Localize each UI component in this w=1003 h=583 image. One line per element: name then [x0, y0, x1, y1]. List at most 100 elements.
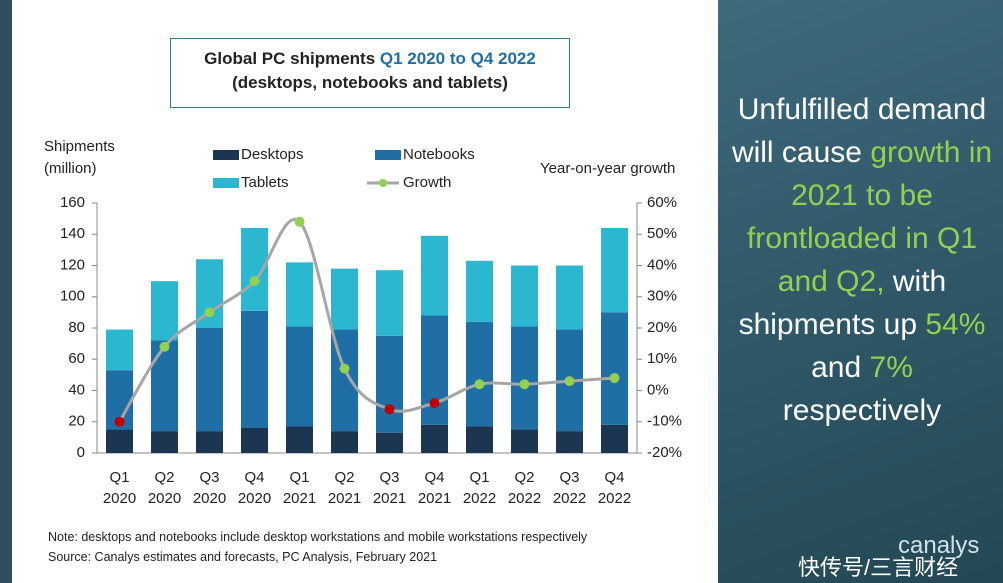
bar-segment [601, 424, 628, 453]
bar-segment [511, 429, 538, 453]
bar-segment [331, 268, 358, 330]
side-text-segment: Unfulfilled demand will cause [731, 93, 995, 169]
growth-point [474, 379, 485, 390]
chart-panel: Global PC shipments Q1 2020 to Q4 2022 (d… [44, 38, 676, 564]
bar-segment [421, 235, 448, 316]
logo: canalys [898, 532, 980, 559]
chart-subtitle: (desktops, notebooks and tablets) [232, 73, 508, 92]
legend-label: Desktops [241, 146, 304, 163]
legend-swatch [213, 178, 239, 188]
source: Source: Canalys estimates and forecasts,… [48, 550, 438, 564]
growth-point [204, 307, 215, 318]
bar-segment [556, 265, 583, 330]
y2-tick-label: 60% [647, 194, 677, 211]
y2-tick-label: 0% [647, 381, 669, 398]
bar-segment [601, 312, 628, 425]
legend-marker [379, 179, 387, 187]
chart: 0 20 40 60 80 100 120 140 160 -20% -10% 0% 10% 20% 30%… [60, 146, 682, 461]
title-box: Global PC shipments Q1 2020 to Q4 2022 (d… [170, 38, 570, 108]
bar-segment [466, 426, 493, 453]
legend-label: Notebooks [403, 146, 475, 163]
y2-tick-label: -20% [647, 444, 682, 461]
y2-tick-label: 40% [647, 256, 677, 273]
x-tick-label: Q3 2022 [552, 469, 587, 507]
x-tick-label: Q2 2020 [147, 469, 182, 507]
legend-swatch [375, 150, 401, 160]
bar-segment [511, 265, 538, 327]
y-tick-label: 100 [60, 288, 85, 305]
bar-segment [556, 431, 583, 453]
bar-segment [151, 340, 178, 432]
growth-point [339, 363, 350, 374]
bar-segment [511, 326, 538, 430]
y2-tick-label: 10% [647, 350, 677, 367]
bar-segment [286, 426, 313, 453]
side-panel: Unfulfilled demand will cause growth in … [718, 0, 1003, 583]
growth-line [118, 218, 615, 423]
y-tick-label: 120 [60, 256, 85, 273]
x-tick-label: Q4 2022 [597, 469, 632, 507]
y2-tick-label: 30% [647, 288, 677, 305]
bar-segment [421, 424, 448, 453]
bar-segment [466, 260, 493, 322]
growth-point [159, 341, 170, 352]
x-tick-label: Q3 2020 [192, 469, 227, 507]
y2-tick-label: 50% [647, 225, 677, 242]
growth-point [249, 276, 260, 287]
bar-segment [196, 431, 223, 453]
legend-label: Growth [403, 174, 451, 191]
bar-segment [286, 326, 313, 427]
growth-point [609, 373, 620, 383]
y-axis-label: Shipments (million) [44, 138, 115, 177]
side-text-segment: and [811, 308, 994, 384]
bar-segment [196, 328, 223, 432]
bar-segment [286, 262, 313, 327]
growth-point [564, 376, 575, 387]
x-tick-label: Q4 2021 [417, 469, 452, 507]
side-text: Unfulfilled demand will cause growth in … [728, 88, 996, 432]
bar-segment [106, 329, 133, 371]
bar-segment [106, 429, 133, 453]
x-tick-label: Q1 2021 [282, 469, 317, 507]
y-tick-label: 80 [68, 319, 85, 336]
side-text-segment: respectively [782, 351, 942, 427]
bar-segment [241, 310, 268, 428]
side-text-segment: growth in 2021 to be frontloaded in Q1 a… [746, 136, 1001, 298]
bar-segment [241, 428, 268, 453]
y-tick-label: 0 [77, 444, 85, 461]
x-tick-label: Q2 2022 [507, 469, 542, 507]
watermark: 快传号/三言财经 [798, 555, 959, 580]
y2-tick-label: 20% [647, 319, 677, 336]
bar-segment [376, 270, 403, 336]
legend-label: Tablets [241, 174, 289, 191]
side-text-segment: 7% [869, 351, 913, 384]
growth-point [519, 379, 530, 390]
x-tick-label: Q1 2020 [102, 469, 137, 507]
decor-bar [0, 0, 12, 583]
y-tick-label: 140 [60, 225, 85, 242]
growth-point [114, 416, 125, 427]
growth-point [429, 398, 440, 408]
side-text-segment: 54% [925, 308, 986, 341]
bar-segment [376, 335, 403, 433]
x-tick-label: Q2 2021 [327, 469, 362, 507]
chart-title-highlight: Q1 2020 to Q4 2022 [379, 49, 536, 68]
chart-title: Global PC shipments [204, 49, 376, 68]
growth-point [294, 216, 305, 227]
legend-swatch [213, 150, 239, 160]
y-tick-label: 40 [68, 381, 85, 398]
bar-segment [601, 228, 628, 313]
bar-segment [421, 315, 448, 425]
bar-segment [466, 321, 493, 427]
y2-axis-label: Year-on-year growth [540, 160, 676, 177]
bar-segment [151, 431, 178, 453]
y-tick-label: 60 [68, 350, 85, 367]
bar-segment [331, 431, 358, 453]
side-text-segment: with shipments up [738, 265, 955, 341]
bar-segment [376, 432, 403, 453]
growth-point [384, 404, 395, 415]
y-tick-label: 160 [60, 194, 85, 211]
y2-tick-label: -10% [647, 413, 682, 430]
x-tick-label: Q1 2022 [462, 469, 497, 507]
